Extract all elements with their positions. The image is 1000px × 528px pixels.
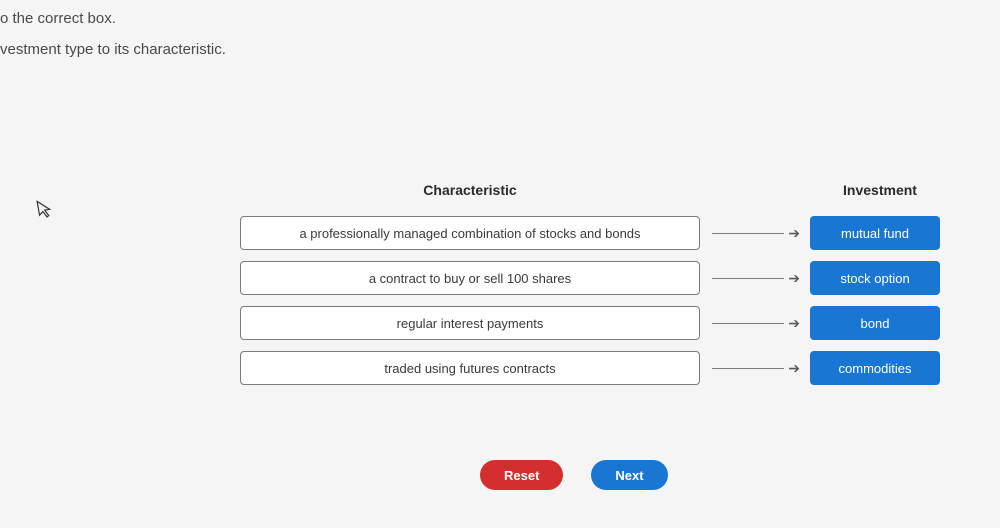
arrow: ➔	[700, 270, 810, 287]
header-investment: Investment	[810, 182, 950, 198]
arrow-head-icon: ➔	[788, 225, 800, 242]
characteristic-box[interactable]: regular interest payments	[240, 306, 700, 340]
column-headers: Characteristic Investment	[240, 182, 980, 198]
match-row: regular interest payments ➔ bond	[240, 306, 980, 340]
investment-box[interactable]: bond	[810, 306, 940, 340]
characteristic-box[interactable]: a professionally managed combination of …	[240, 216, 700, 250]
arrow-head-icon: ➔	[788, 360, 800, 377]
arrow: ➔	[700, 225, 810, 242]
header-spacer	[700, 182, 810, 198]
instructions: o the correct box. vestment type to its …	[0, 0, 1000, 58]
arrow: ➔	[700, 360, 810, 377]
arrow-line	[712, 368, 784, 369]
arrow-head-icon: ➔	[788, 270, 800, 287]
header-characteristic: Characteristic	[240, 182, 700, 198]
reset-button[interactable]: Reset	[480, 460, 563, 490]
arrow-line	[712, 323, 784, 324]
characteristic-box[interactable]: a contract to buy or sell 100 shares	[240, 261, 700, 295]
matching-area: Characteristic Investment a professional…	[240, 182, 980, 396]
match-row: a contract to buy or sell 100 shares ➔ s…	[240, 261, 980, 295]
arrow-line	[712, 278, 784, 279]
match-row: a professionally managed combination of …	[240, 216, 980, 250]
instruction-line-1: o the correct box.	[0, 10, 1000, 27]
arrow-line	[712, 233, 784, 234]
cursor-icon	[36, 198, 56, 225]
arrow: ➔	[700, 315, 810, 332]
investment-box[interactable]: commodities	[810, 351, 940, 385]
instruction-line-2: vestment type to its characteristic.	[0, 41, 1000, 58]
characteristic-box[interactable]: traded using futures contracts	[240, 351, 700, 385]
match-row: traded using futures contracts ➔ commodi…	[240, 351, 980, 385]
investment-box[interactable]: mutual fund	[810, 216, 940, 250]
next-button[interactable]: Next	[591, 460, 667, 490]
arrow-head-icon: ➔	[788, 315, 800, 332]
investment-box[interactable]: stock option	[810, 261, 940, 295]
button-row: Reset Next	[480, 460, 668, 490]
